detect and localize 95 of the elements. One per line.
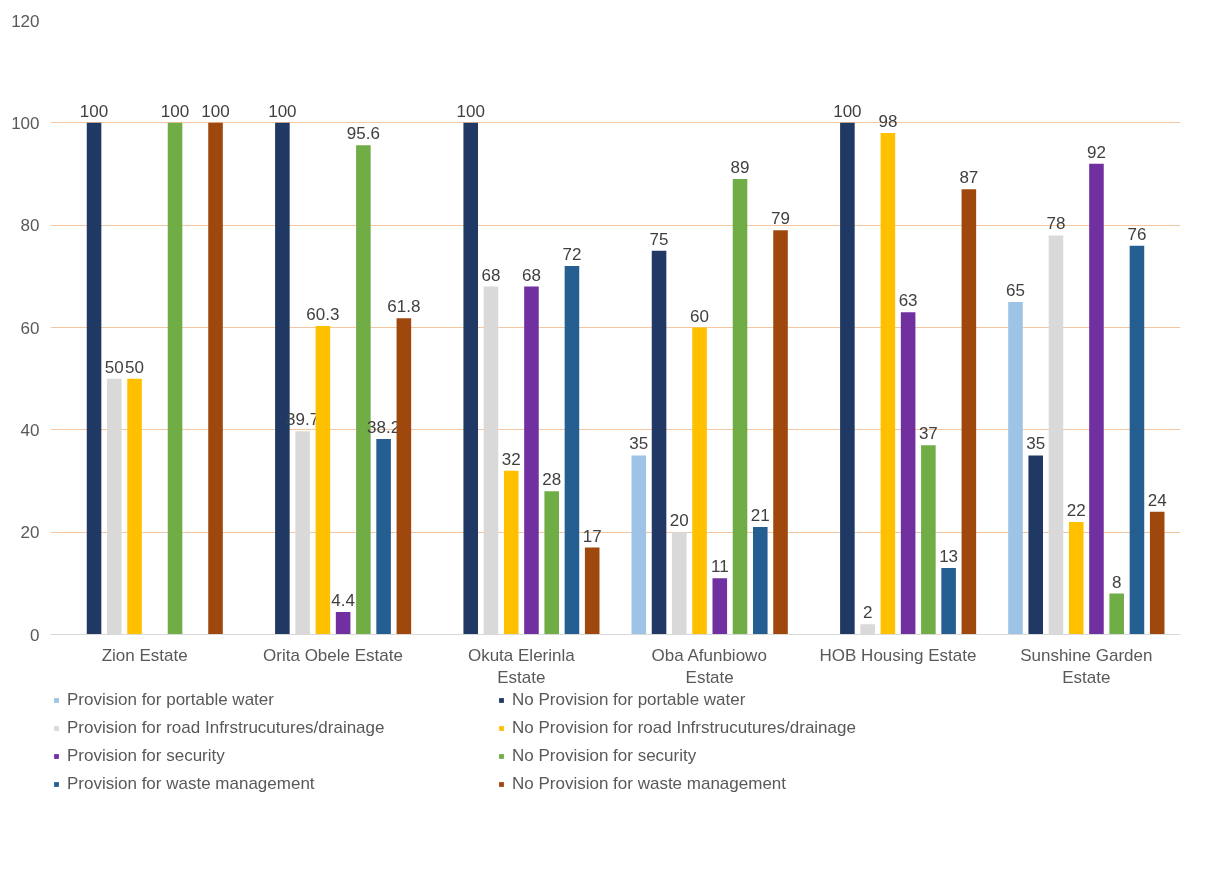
bar (335, 611, 351, 635)
x-tick-label: Okuta Elerinla Estate (467, 645, 576, 688)
bar (463, 122, 479, 635)
data-label: 100 (268, 101, 297, 121)
data-label: 13 (939, 546, 959, 566)
x-tick-label: Oba Afunbiowo Estate (651, 645, 767, 688)
y-tick-label: 60 (20, 318, 40, 338)
bar (1109, 593, 1124, 635)
x-tick-label: Orita Obele Estate (263, 645, 403, 665)
data-label: 79 (771, 209, 790, 229)
bar (127, 378, 142, 635)
data-label: 50 (104, 357, 124, 377)
data-label: 63 (898, 291, 918, 311)
data-label: 4.4 (331, 590, 355, 610)
bar (1008, 301, 1023, 635)
data-label: 100 (456, 101, 485, 121)
data-label: 98 (878, 112, 898, 132)
y-tick-label: 0 (30, 625, 40, 645)
data-label: 28 (542, 470, 562, 490)
bar (1028, 455, 1044, 635)
data-label: 72 (562, 245, 582, 265)
bar (376, 439, 391, 635)
data-label: 35 (629, 434, 649, 454)
bar (692, 327, 707, 635)
y-tick-label: 120 (11, 11, 40, 31)
y-tick-label: 20 (20, 523, 40, 543)
bar (752, 527, 768, 635)
data-label: 68 (481, 265, 501, 285)
data-label: 60 (690, 306, 710, 326)
data-label: 11 (710, 557, 729, 577)
y-tick-label: 40 (20, 420, 40, 440)
legend-label: No Provision for portable water (512, 690, 747, 710)
bar (880, 133, 896, 635)
data-label: 95.6 (346, 124, 380, 144)
data-label: 35 (1026, 434, 1046, 454)
data-label: 50 (125, 357, 145, 377)
data-label: 87 (959, 168, 979, 188)
bar (840, 122, 855, 635)
bar (1089, 163, 1104, 635)
bar (544, 491, 559, 635)
data-label: 68 (522, 265, 541, 285)
data-label: 100 (79, 101, 109, 121)
bar (1068, 521, 1084, 635)
data-label: 32 (501, 449, 521, 469)
bar (921, 445, 936, 635)
bar (1149, 511, 1165, 635)
legend-label: No Provision for road Infrstrucutures/drainage (512, 718, 857, 738)
data-label: 2 (862, 603, 873, 623)
data-label: 17 (582, 526, 602, 546)
bar (564, 266, 580, 635)
x-tick-label: Sunshine Garden Estate (1020, 645, 1153, 688)
data-label: 21 (750, 506, 770, 526)
bar (396, 318, 412, 635)
bar (503, 470, 519, 635)
data-label: 8 (1111, 572, 1122, 592)
legend-label: Provision for waste management (67, 774, 316, 794)
data-label: 24 (1147, 490, 1167, 510)
bar (315, 325, 331, 635)
bar (86, 122, 102, 635)
bar (524, 286, 539, 635)
x-tick-label: HOB Housing Estate (819, 645, 977, 665)
data-label: 60.3 (306, 304, 340, 324)
data-label: 76 (1127, 224, 1147, 244)
bar (584, 547, 600, 635)
bar (941, 567, 956, 635)
bar (167, 122, 183, 635)
data-label: 22 (1066, 500, 1086, 520)
data-label: 65 (1006, 280, 1025, 300)
bar (900, 312, 916, 635)
legend-label: No Provision for security (512, 746, 698, 766)
bar (961, 189, 977, 635)
bar (1129, 245, 1145, 635)
bar (651, 250, 667, 635)
x-tick-label: Zion Estate (101, 645, 188, 665)
data-label: 100 (160, 101, 190, 121)
bar (208, 122, 223, 635)
bar (712, 578, 728, 635)
y-tick-label: 80 (20, 216, 40, 236)
data-label: 61.8 (387, 297, 421, 317)
data-label: 89 (730, 158, 750, 178)
data-label: 20 (669, 511, 689, 531)
data-label: 78 (1046, 214, 1066, 234)
data-label: 37 (918, 424, 938, 444)
data-label: 92 (1087, 142, 1106, 162)
bar (773, 230, 788, 635)
legend-label: Provision for security (67, 746, 226, 766)
data-label: 100 (201, 101, 230, 121)
y-tick-label: 100 (11, 113, 40, 133)
legend-label: Provision for road Infrstrucutures/drainage (67, 718, 386, 738)
data-label: 100 (833, 101, 862, 121)
data-label: 75 (649, 229, 669, 249)
legend-label: Provision for portable water (67, 690, 275, 710)
legend-label: No Provision for waste management (512, 774, 788, 794)
bar (631, 455, 647, 635)
bar (732, 179, 748, 635)
